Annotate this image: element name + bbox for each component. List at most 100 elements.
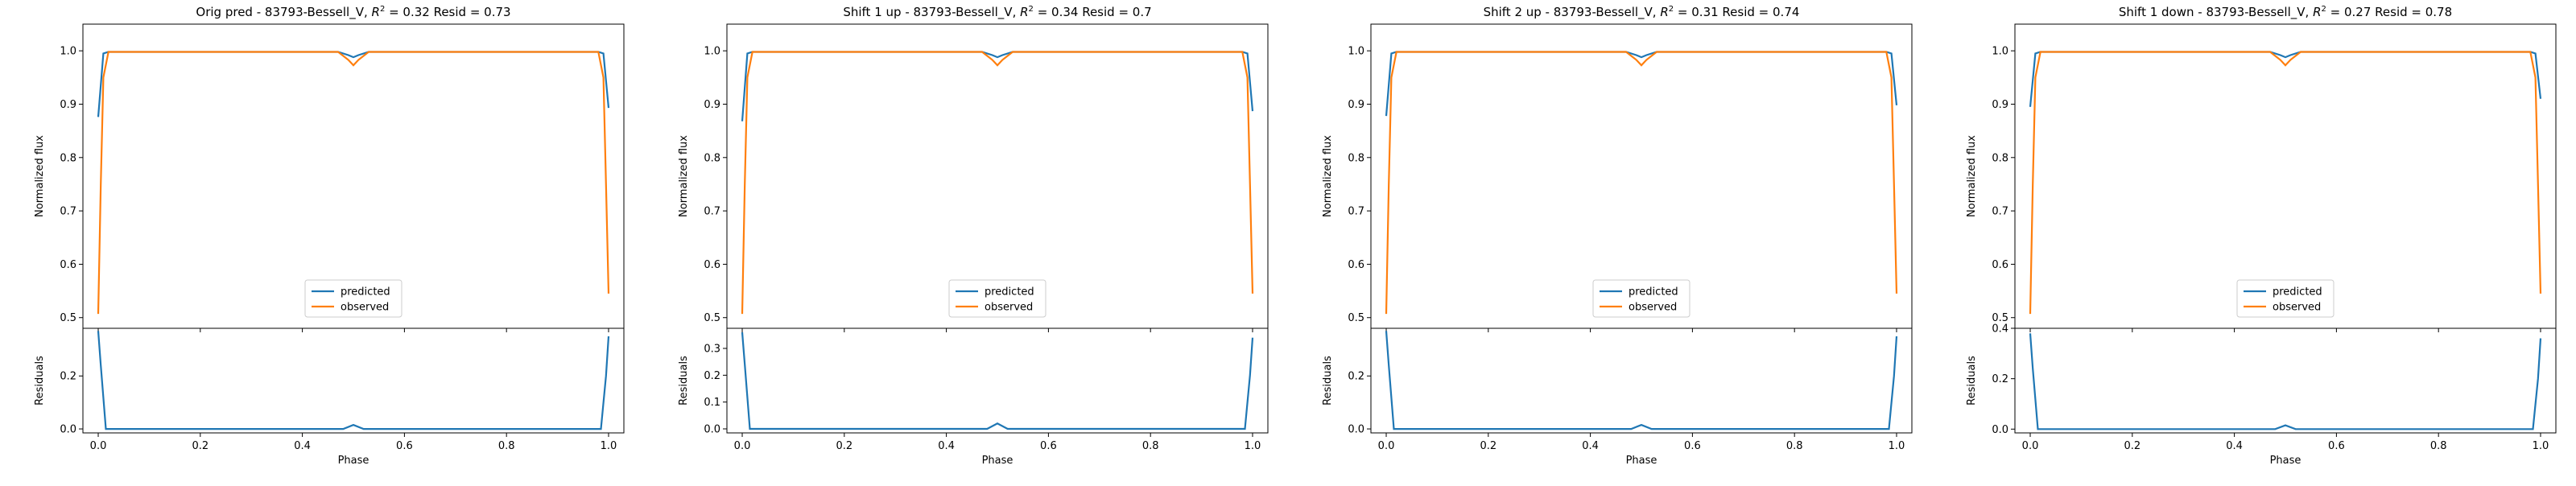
y-tick-label: 0.9	[704, 99, 720, 111]
xlabel: Phase	[982, 455, 1013, 467]
title-r-exponent: 2	[380, 5, 385, 14]
resid-ylabel: Residuals	[1322, 356, 1334, 406]
x-tick-label: 0.6	[1684, 440, 1701, 452]
legend-label-observed: observed	[1629, 302, 1677, 314]
resid-y-tick-label: 0.2	[1348, 371, 1364, 383]
flux-ylabel: Normalized flux	[1322, 135, 1334, 217]
y-tick-label: 0.6	[60, 259, 76, 271]
series-residuals	[97, 331, 610, 430]
y-tick-label: 0.5	[1992, 312, 2008, 324]
resid-y-tick-label: 0.0	[60, 424, 76, 436]
x-tick-label: 1.0	[1245, 440, 1261, 452]
y-tick-label: 0.9	[60, 99, 76, 111]
series-predicted	[2029, 51, 2542, 107]
resid-y-tick-label: 0.2	[60, 371, 76, 383]
x-tick-label: 0.0	[2022, 440, 2039, 452]
y-tick-label: 0.5	[60, 312, 76, 324]
y-tick-label: 0.7	[704, 206, 720, 218]
x-tick-label: 0.8	[2430, 440, 2447, 452]
flux-ylabel: Normalized flux	[1966, 135, 1978, 217]
legend: predicted observed	[1592, 279, 1690, 318]
x-tick-label: 1.0	[601, 440, 617, 452]
series-observed	[2029, 51, 2542, 315]
legend-label-predicted: predicted	[985, 286, 1034, 299]
title-r-exponent: 2	[1669, 5, 1674, 14]
title-prefix: Shift 1 down - 83793-Bessell_V,	[2119, 5, 2313, 20]
series-residuals	[1385, 331, 1898, 430]
y-tick-label: 0.8	[1348, 152, 1364, 164]
y-tick-label: 0.7	[1348, 206, 1364, 218]
title-prefix: Shift 2 up - 83793-Bessell_V,	[1484, 5, 1661, 20]
x-tick-label: 1.0	[1889, 440, 1905, 452]
x-tick-label: 0.4	[2226, 440, 2243, 452]
resid-y-tick-label: 0.1	[704, 397, 720, 409]
x-tick-label: 0.2	[192, 440, 208, 452]
y-tick-label: 0.8	[60, 152, 76, 164]
resid-y-tick-label: 0.0	[704, 424, 720, 436]
legend-label-observed: observed	[341, 302, 389, 314]
legend: predicted observed	[304, 279, 402, 318]
x-tick-label: 0.8	[498, 440, 515, 452]
y-tick-label: 0.9	[1992, 99, 2008, 111]
x-tick-label: 0.6	[396, 440, 413, 452]
title-prefix: Shift 1 up - 83793-Bessell_V,	[843, 5, 1020, 20]
series-predicted	[97, 51, 610, 117]
flux-ylabel: Normalized flux	[34, 135, 46, 217]
title-r-symbol: R	[2313, 5, 2321, 19]
y-tick-label: 0.9	[1348, 99, 1364, 111]
subplot-1: Orig pred - 83793-Bessell_V, R2 = 0.32 R…	[34, 5, 625, 467]
title-r-symbol: R	[1020, 5, 1028, 19]
resid-axes-frame	[82, 327, 625, 434]
legend-label-predicted: predicted	[2273, 286, 2322, 299]
x-tick-label: 0.4	[1582, 440, 1599, 452]
y-tick-label: 0.5	[704, 312, 720, 324]
x-tick-label: 0.2	[2124, 440, 2140, 452]
xlabel: Phase	[2270, 455, 2301, 467]
x-tick-label: 0.8	[1142, 440, 1159, 452]
series-predicted	[741, 51, 1254, 122]
legend-box	[948, 279, 1046, 318]
y-tick-label: 0.5	[1348, 312, 1364, 324]
x-tick-label: 0.2	[1480, 440, 1496, 452]
y-tick-label: 0.7	[1992, 206, 2008, 218]
resid-axes-frame	[726, 327, 1269, 434]
x-tick-label: 0.0	[90, 440, 107, 452]
resid-axes-frame	[2014, 327, 2557, 434]
legend: predicted observed	[948, 279, 1046, 318]
y-tick-label: 1.0	[1992, 46, 2008, 58]
y-tick-label: 0.8	[1992, 152, 2008, 164]
y-tick-label: 1.0	[1348, 46, 1364, 58]
x-tick-label: 0.4	[938, 440, 955, 452]
subplot-4: Shift 1 down - 83793-Bessell_V, R2 = 0.2…	[1966, 5, 2557, 467]
series-observed	[1385, 51, 1898, 315]
title-suffix: = 0.32 Resid = 0.73	[385, 5, 510, 19]
x-tick-label: 0.0	[1378, 440, 1395, 452]
series-observed	[741, 51, 1254, 315]
series-predicted	[1385, 51, 1898, 117]
title-suffix: = 0.34 Resid = 0.7	[1034, 5, 1152, 19]
title-r-exponent: 2	[1029, 5, 1034, 14]
title-suffix: = 0.27 Resid = 0.78	[2326, 5, 2452, 19]
y-tick-label: 0.6	[1992, 259, 2008, 271]
legend-label-predicted: predicted	[341, 286, 390, 299]
y-tick-label: 1.0	[704, 46, 720, 58]
chart-title: Orig pred - 83793-Bessell_V, R2 = 0.32 R…	[196, 5, 510, 20]
x-tick-label: 0.6	[1040, 440, 1057, 452]
x-tick-label: 0.2	[836, 440, 852, 452]
title-r-symbol: R	[372, 5, 380, 19]
resid-axes-frame	[1370, 327, 1913, 434]
chart-title: Shift 1 up - 83793-Bessell_V, R2 = 0.34 …	[843, 5, 1151, 20]
legend-label-predicted: predicted	[1629, 286, 1678, 299]
resid-ylabel: Residuals	[678, 356, 690, 406]
legend-box	[1592, 279, 1690, 318]
resid-y-tick-label: 0.2	[704, 370, 720, 382]
subplot-3: Shift 2 up - 83793-Bessell_V, R2 = 0.31 …	[1322, 5, 1913, 467]
xlabel: Phase	[1626, 455, 1657, 467]
resid-y-tick-label: 0.4	[1992, 323, 2008, 336]
resid-y-tick-label: 0.0	[1992, 424, 2008, 436]
series-observed	[97, 51, 610, 315]
legend-label-observed: observed	[2273, 302, 2321, 314]
y-tick-label: 1.0	[60, 46, 76, 58]
